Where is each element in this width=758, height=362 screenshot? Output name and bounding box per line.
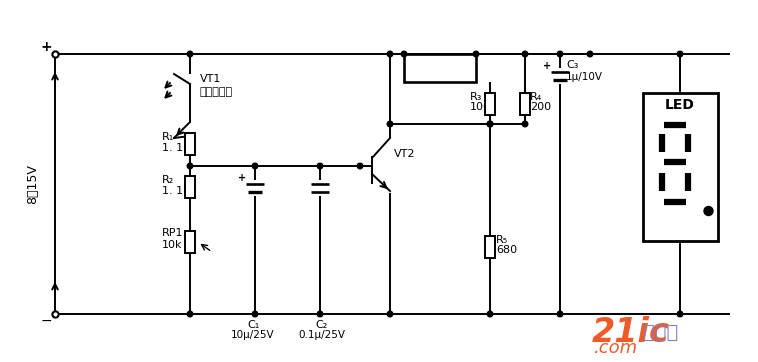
Bar — [185, 133, 195, 155]
Circle shape — [387, 51, 393, 57]
Bar — [185, 176, 195, 198]
Text: .com: .com — [594, 339, 638, 357]
Text: R₄: R₄ — [530, 92, 542, 102]
Text: 光敏晶体管: 光敏晶体管 — [200, 87, 233, 97]
Text: 21ic: 21ic — [592, 316, 670, 349]
Text: 10μ/25V: 10μ/25V — [231, 330, 275, 340]
Circle shape — [487, 311, 493, 317]
Circle shape — [473, 51, 479, 57]
Circle shape — [357, 163, 363, 169]
Text: R₁: R₁ — [162, 132, 174, 142]
Text: −: − — [40, 314, 52, 328]
Circle shape — [317, 163, 323, 169]
Bar — [185, 231, 195, 253]
Text: 1μ/10V: 1μ/10V — [566, 72, 603, 82]
Text: 1. 1k: 1. 1k — [162, 143, 190, 153]
Text: 200: 200 — [530, 102, 551, 112]
Text: +: + — [40, 40, 52, 54]
Circle shape — [677, 311, 683, 317]
Circle shape — [187, 163, 193, 169]
Circle shape — [487, 121, 493, 127]
Circle shape — [557, 51, 562, 57]
Text: 8～15V: 8～15V — [27, 164, 39, 204]
Text: VT2: VT2 — [394, 149, 415, 159]
Text: R₃: R₃ — [470, 92, 482, 102]
Circle shape — [677, 51, 683, 57]
Text: 100: 100 — [470, 102, 491, 112]
Bar — [404, 54, 476, 82]
Text: VT1: VT1 — [200, 74, 221, 84]
Circle shape — [557, 311, 562, 317]
Text: C₃: C₃ — [566, 60, 578, 70]
Text: R₅: R₅ — [496, 235, 508, 245]
Text: 10k: 10k — [162, 240, 183, 250]
Circle shape — [187, 311, 193, 317]
Bar — [520, 93, 530, 115]
Bar — [485, 93, 495, 115]
Text: +: + — [543, 61, 551, 71]
Text: 1. 1k: 1. 1k — [162, 186, 190, 196]
Circle shape — [387, 121, 393, 127]
Text: 0.1μ/25V: 0.1μ/25V — [299, 330, 346, 340]
Text: LED: LED — [665, 98, 695, 112]
Text: RP1: RP1 — [162, 228, 183, 238]
Text: C₁: C₁ — [247, 320, 259, 330]
Circle shape — [187, 51, 193, 57]
Text: C₂: C₂ — [316, 320, 328, 330]
Circle shape — [522, 121, 528, 127]
Circle shape — [317, 311, 323, 317]
Text: R₂: R₂ — [162, 175, 174, 185]
Text: 680: 680 — [496, 245, 517, 255]
Circle shape — [704, 206, 713, 215]
Bar — [485, 236, 495, 258]
Circle shape — [252, 311, 258, 317]
Circle shape — [252, 163, 258, 169]
Circle shape — [487, 121, 493, 127]
Text: LM317: LM317 — [417, 62, 463, 75]
Text: 电子网: 电子网 — [643, 323, 678, 341]
Circle shape — [522, 51, 528, 57]
Circle shape — [587, 51, 593, 57]
Bar — [643, 93, 718, 241]
Circle shape — [401, 51, 407, 57]
Text: +: + — [238, 173, 246, 183]
Circle shape — [387, 311, 393, 317]
